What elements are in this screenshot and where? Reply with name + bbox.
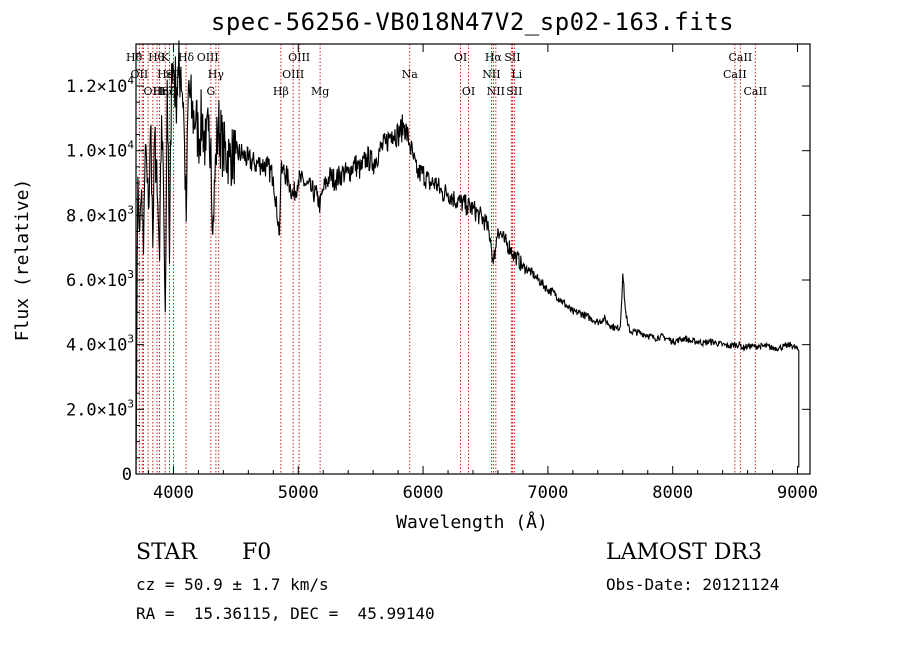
redshift-label: cz = 50.9 ± 1.7 km/s bbox=[136, 575, 329, 594]
line-label-14: Hβ bbox=[273, 85, 289, 98]
line-label-21: NII bbox=[482, 68, 500, 81]
spectrum-line bbox=[135, 40, 800, 475]
line-label-20: OI bbox=[462, 85, 475, 98]
line-label-28: CaII bbox=[729, 51, 753, 64]
line-label-15: OIII bbox=[282, 68, 304, 81]
line-label-7: K bbox=[161, 51, 170, 64]
class-label: STAR bbox=[136, 540, 197, 565]
line-label-19: OI bbox=[454, 51, 467, 64]
line-label-13: OIII bbox=[197, 51, 219, 64]
line-label-11: G bbox=[206, 85, 215, 98]
line-label-1: Hθ bbox=[126, 51, 143, 64]
subclass-label: F0 bbox=[242, 540, 272, 565]
line-label-2: OIII bbox=[143, 85, 165, 98]
x-axis: 4000 5000 6000 7000 8000 9000 bbox=[147, 44, 818, 503]
line-label-9: SII bbox=[165, 68, 181, 81]
survey-label: LAMOST DR3 bbox=[606, 540, 762, 565]
line-label-29: CaII bbox=[743, 85, 767, 98]
line-label-8: H bbox=[169, 85, 179, 98]
y-tick-label-2: 4.0×103 bbox=[66, 333, 134, 356]
x-tick-label-4: 8000 bbox=[652, 483, 693, 503]
plot-frame bbox=[135, 43, 811, 475]
y-tick-label-0: 0 bbox=[122, 465, 132, 485]
y-axis-label: Flux (relative) bbox=[12, 179, 33, 342]
obs-date-label: Obs-Date: 20121124 bbox=[606, 575, 780, 594]
line-label-16: OIII bbox=[288, 51, 310, 64]
line-label-3: Hθ bbox=[148, 51, 165, 64]
chart-title: spec-56256-VB018N47V2_sp02-163.fits bbox=[210, 8, 735, 36]
line-label-27: CaII bbox=[723, 68, 747, 81]
line-label-24: Li bbox=[511, 68, 522, 81]
line-label-23: NII bbox=[487, 85, 505, 98]
line-label-17: Mg bbox=[311, 85, 329, 98]
y-tick-label-6: 1.2×104 bbox=[66, 74, 134, 97]
x-tick-label-5: 9000 bbox=[777, 483, 818, 503]
x-axis-label: Wavelength (Å) bbox=[396, 511, 548, 533]
line-label-18: Na bbox=[402, 68, 419, 81]
y-tick-label-4: 8.0×103 bbox=[66, 203, 134, 226]
line-label-6: Hζ bbox=[160, 85, 176, 98]
line-label-0: OII bbox=[131, 68, 149, 81]
line-label-26: SII bbox=[506, 85, 522, 98]
spectral-line-labels: OII Hθ OIII Hθ Hη HeI Hζ K H SII Hδ G Hγ OIII Hβ OIII OI… bbox=[126, 51, 767, 98]
x-tick-label-3: 7000 bbox=[527, 483, 568, 503]
line-label-10: Hδ bbox=[178, 51, 195, 64]
spectral-line-markers bbox=[138, 44, 756, 474]
line-label-25: SII bbox=[504, 51, 520, 64]
line-label-12: Hγ bbox=[208, 68, 225, 81]
x-tick-label-0: 4000 bbox=[153, 483, 194, 503]
line-label-5: HeI bbox=[157, 68, 177, 81]
coordinates-label: RA = 15.36115, DEC = 45.99140 bbox=[136, 604, 435, 623]
line-label-22: Hα bbox=[485, 51, 503, 64]
y-axis: 0 2.0×103 4.0×103 6.0×103 8.0×103 1.0×104 1.2×… bbox=[66, 53, 810, 485]
y-tick-label-1: 2.0×103 bbox=[66, 397, 134, 420]
line-label-4: Hη bbox=[153, 85, 169, 98]
x-tick-label-1: 5000 bbox=[278, 483, 319, 503]
y-tick-label-5: 1.0×104 bbox=[66, 139, 134, 162]
y-tick-label-3: 6.0×103 bbox=[66, 268, 134, 291]
x-tick-label-2: 6000 bbox=[403, 483, 444, 503]
